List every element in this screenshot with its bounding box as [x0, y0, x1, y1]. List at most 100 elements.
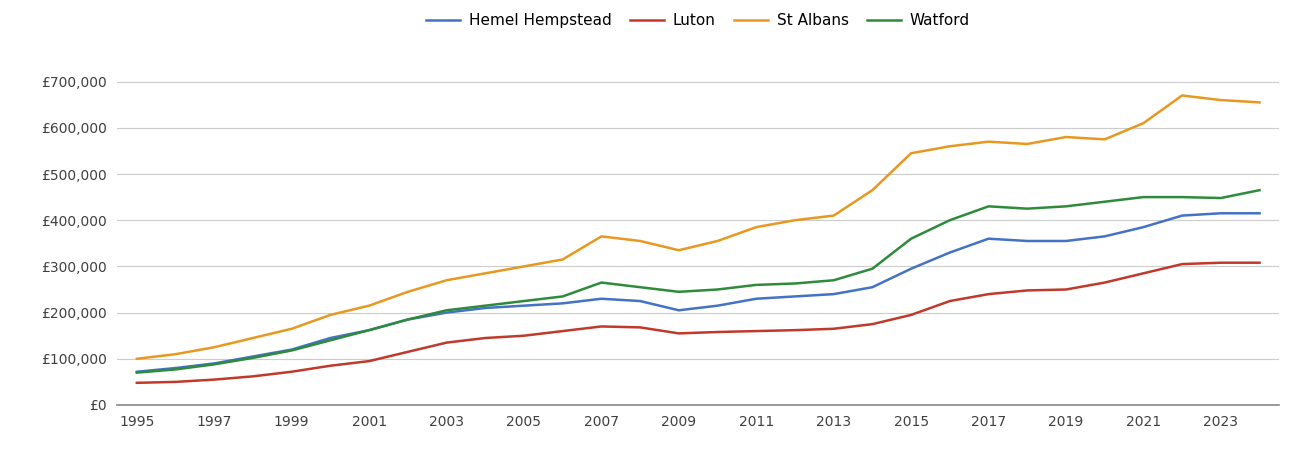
St Albans — [787, 217, 803, 223]
Hemel Hempstead — [517, 303, 532, 308]
St Albans — [865, 188, 881, 193]
Luton — [1212, 260, 1228, 265]
Line: Watford: Watford — [137, 190, 1259, 373]
Watford — [168, 367, 184, 372]
Hemel Hempstead — [787, 294, 803, 299]
Hemel Hempstead — [671, 308, 686, 313]
St Albans — [478, 270, 493, 276]
Hemel Hempstead — [1019, 238, 1035, 244]
St Albans — [1212, 97, 1228, 103]
Hemel Hempstead — [399, 317, 415, 322]
Watford — [361, 328, 377, 333]
Watford — [245, 355, 261, 360]
Watford — [748, 282, 763, 288]
Watford — [1212, 195, 1228, 201]
Watford — [206, 362, 222, 367]
Luton — [438, 340, 454, 345]
Hemel Hempstead — [283, 347, 299, 352]
Watford — [438, 308, 454, 313]
St Albans — [1174, 93, 1190, 98]
Luton — [1135, 270, 1151, 276]
Hemel Hempstead — [1174, 213, 1190, 218]
Hemel Hempstead — [555, 301, 570, 306]
Luton — [283, 369, 299, 374]
Line: Hemel Hempstead: Hemel Hempstead — [137, 213, 1259, 372]
Luton — [1019, 288, 1035, 293]
St Albans — [206, 345, 222, 350]
Luton — [594, 324, 609, 329]
Line: Luton: Luton — [137, 263, 1259, 383]
St Albans — [283, 326, 299, 332]
St Albans — [361, 303, 377, 308]
St Albans — [748, 225, 763, 230]
Hemel Hempstead — [942, 250, 958, 255]
Watford — [478, 303, 493, 308]
Hemel Hempstead — [206, 361, 222, 366]
Hemel Hempstead — [594, 296, 609, 302]
Watford — [981, 204, 997, 209]
Hemel Hempstead — [632, 298, 647, 304]
St Albans — [168, 351, 184, 357]
Watford — [1135, 194, 1151, 200]
Watford — [1058, 204, 1074, 209]
Luton — [942, 298, 958, 304]
Luton — [1096, 280, 1112, 285]
Hemel Hempstead — [1096, 234, 1112, 239]
St Albans — [555, 257, 570, 262]
St Albans — [1251, 100, 1267, 105]
Hemel Hempstead — [748, 296, 763, 302]
Luton — [517, 333, 532, 338]
Hemel Hempstead — [826, 292, 842, 297]
Watford — [283, 348, 299, 353]
Luton — [903, 312, 919, 318]
Luton — [399, 349, 415, 355]
Luton — [245, 374, 261, 379]
Watford — [710, 287, 726, 292]
Watford — [1019, 206, 1035, 211]
Watford — [865, 266, 881, 271]
St Albans — [129, 356, 145, 361]
Hemel Hempstead — [245, 354, 261, 359]
Watford — [1174, 194, 1190, 200]
Luton — [710, 329, 726, 335]
Luton — [865, 321, 881, 327]
Luton — [129, 380, 145, 386]
St Albans — [826, 213, 842, 218]
Luton — [826, 326, 842, 332]
St Albans — [1019, 141, 1035, 147]
Luton — [632, 325, 647, 330]
Luton — [787, 328, 803, 333]
St Albans — [517, 264, 532, 269]
St Albans — [399, 289, 415, 294]
Watford — [632, 284, 647, 290]
Watford — [1096, 199, 1112, 204]
Watford — [903, 236, 919, 241]
Hemel Hempstead — [1251, 211, 1267, 216]
Luton — [168, 379, 184, 385]
Luton — [1058, 287, 1074, 292]
Hemel Hempstead — [322, 335, 338, 341]
St Albans — [671, 248, 686, 253]
Luton — [322, 363, 338, 369]
St Albans — [981, 139, 997, 144]
Luton — [1174, 261, 1190, 267]
St Albans — [632, 238, 647, 244]
Watford — [399, 317, 415, 322]
Hemel Hempstead — [478, 305, 493, 310]
Watford — [787, 281, 803, 286]
Hemel Hempstead — [438, 310, 454, 315]
St Albans — [903, 150, 919, 156]
Hemel Hempstead — [981, 236, 997, 241]
Hemel Hempstead — [1135, 225, 1151, 230]
Luton — [361, 358, 377, 364]
Hemel Hempstead — [903, 266, 919, 271]
St Albans — [1096, 137, 1112, 142]
Luton — [206, 377, 222, 382]
St Albans — [710, 238, 726, 244]
Luton — [748, 328, 763, 334]
Watford — [671, 289, 686, 294]
St Albans — [942, 144, 958, 149]
Hemel Hempstead — [168, 365, 184, 371]
Hemel Hempstead — [865, 284, 881, 290]
Luton — [555, 328, 570, 334]
